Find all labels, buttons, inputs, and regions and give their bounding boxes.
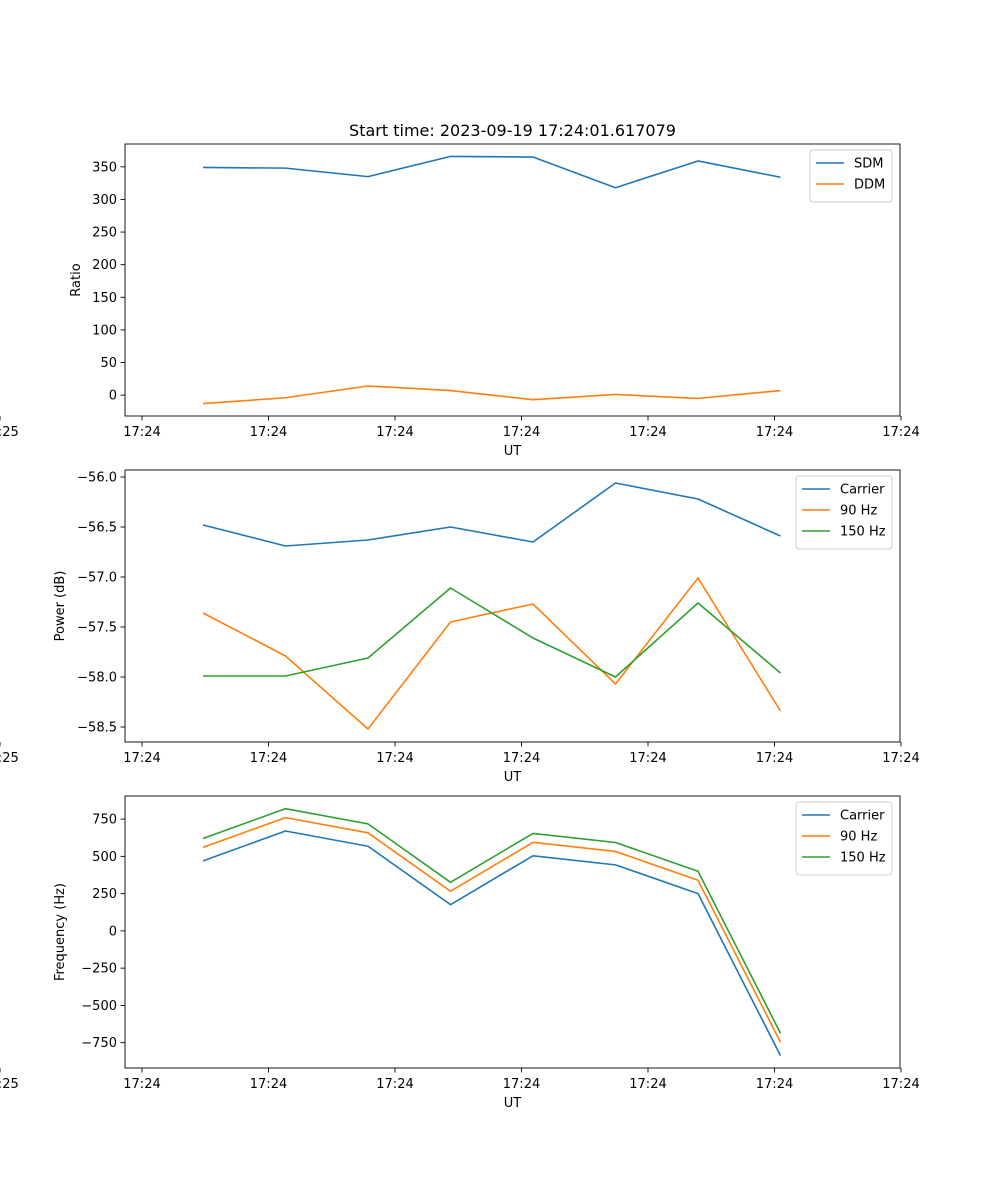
y-tick-label: 0 [109,924,117,939]
axes-frame [124,795,901,1069]
x-tick-label: 17:24 [123,751,160,766]
panel-ratio: 17:24 17:24 17:24 17:24 17:24 17:24 17:24 17:25… [0,143,920,459]
series-line-150-hz [202,807,782,1034]
x-tick-label: 17:25 [0,751,19,766]
x-tick-label: 17:25 [0,425,19,440]
legend-label: Carrier [840,483,885,498]
y-tick-label: −57.0 [77,571,117,586]
legend: Carrier 90 Hz 150 Hz [795,801,893,876]
panel-frequency: 17:24 17:24 17:24 17:24 17:24 17:24 17:24 17:25… [0,795,920,1111]
y-tick-label: 150 [92,291,117,306]
x-tick-label: 17:24 [503,425,540,440]
x-tick-label: 17:24 [756,425,793,440]
legend-label: 150 Hz [840,525,886,540]
legend-label: 150 Hz [840,851,886,866]
x-tick-label: 17:24 [756,1077,793,1092]
y-tick-label: 750 [92,813,117,828]
series-line-90-hz [202,816,782,1043]
y-tick-label: −250 [81,962,117,977]
legend: SDM DDM [809,149,893,203]
x-tick-label: 17:24 [376,751,413,766]
legend-label: 90 Hz [840,830,877,845]
series-line-150-hz [203,587,782,678]
x-axis-label: UT [504,770,522,785]
x-tick-label: 17:25 [0,1077,19,1092]
x-tick-label: 17:24 [123,425,160,440]
x-tick-label: 17:24 [756,751,793,766]
y-tick-label: −56.5 [77,521,117,536]
y-tick-label: 350 [92,160,117,175]
x-tick-label: 17:24 [882,425,919,440]
x-tick-label: 17:24 [250,425,287,440]
legend-label: DDM [854,178,885,193]
series-line-carrier [202,830,782,1056]
y-axis-label: Frequency (Hz) [53,883,68,981]
y-axis-label: Ratio [69,263,84,296]
x-tick-label: 17:24 [882,1077,919,1092]
panel-power: 17:24 17:24 17:24 17:24 17:24 17:24 17:24 17:25… [0,469,920,785]
legend: Carrier 90 Hz 150 Hz [795,475,893,550]
axes-frame [124,143,901,417]
y-tick-label: 100 [92,323,117,338]
x-tick-label: 17:24 [629,1077,666,1092]
y-tick-label: −58.0 [77,671,117,686]
y-tick-label: −500 [81,999,117,1014]
y-tick-label: 250 [92,226,117,241]
y-tick-label: −56.0 [77,471,117,486]
legend-label: 90 Hz [840,504,877,519]
y-tick-label: −57.5 [77,621,117,636]
x-tick-label: 17:24 [629,751,666,766]
x-tick-label: 17:24 [882,751,919,766]
x-tick-label: 17:24 [629,425,666,440]
x-tick-label: 17:24 [376,1077,413,1092]
y-tick-label: 200 [92,258,117,273]
y-tick-label: 50 [100,356,117,371]
y-axis-label: Power (dB) [53,571,68,642]
x-tick-label: 17:24 [250,1077,287,1092]
y-tick-label: 300 [92,193,117,208]
y-tick-label: −58.5 [77,721,117,736]
x-tick-label: 17:24 [250,751,287,766]
x-tick-label: 17:24 [503,1077,540,1092]
x-axis-label: UT [504,1096,522,1111]
x-tick-label: 17:24 [376,425,413,440]
y-tick-label: 0 [109,389,117,404]
x-tick-label: 17:24 [503,751,540,766]
x-axis-label: UT [504,444,522,459]
legend-label: Carrier [840,809,885,824]
x-tick-label: 17:24 [123,1077,160,1092]
legend-label: SDM [854,157,883,172]
series-line-sdm [202,155,781,189]
series-line-ddm [202,385,781,405]
y-tick-label: −750 [81,1036,117,1051]
figure-title: Start time: 2023-09-19 17:24:01.617079 [349,121,676,140]
axes-frame [124,469,901,743]
y-tick-label: 500 [92,850,117,865]
series-line-carrier [202,482,781,547]
y-tick-label: 250 [92,887,117,902]
